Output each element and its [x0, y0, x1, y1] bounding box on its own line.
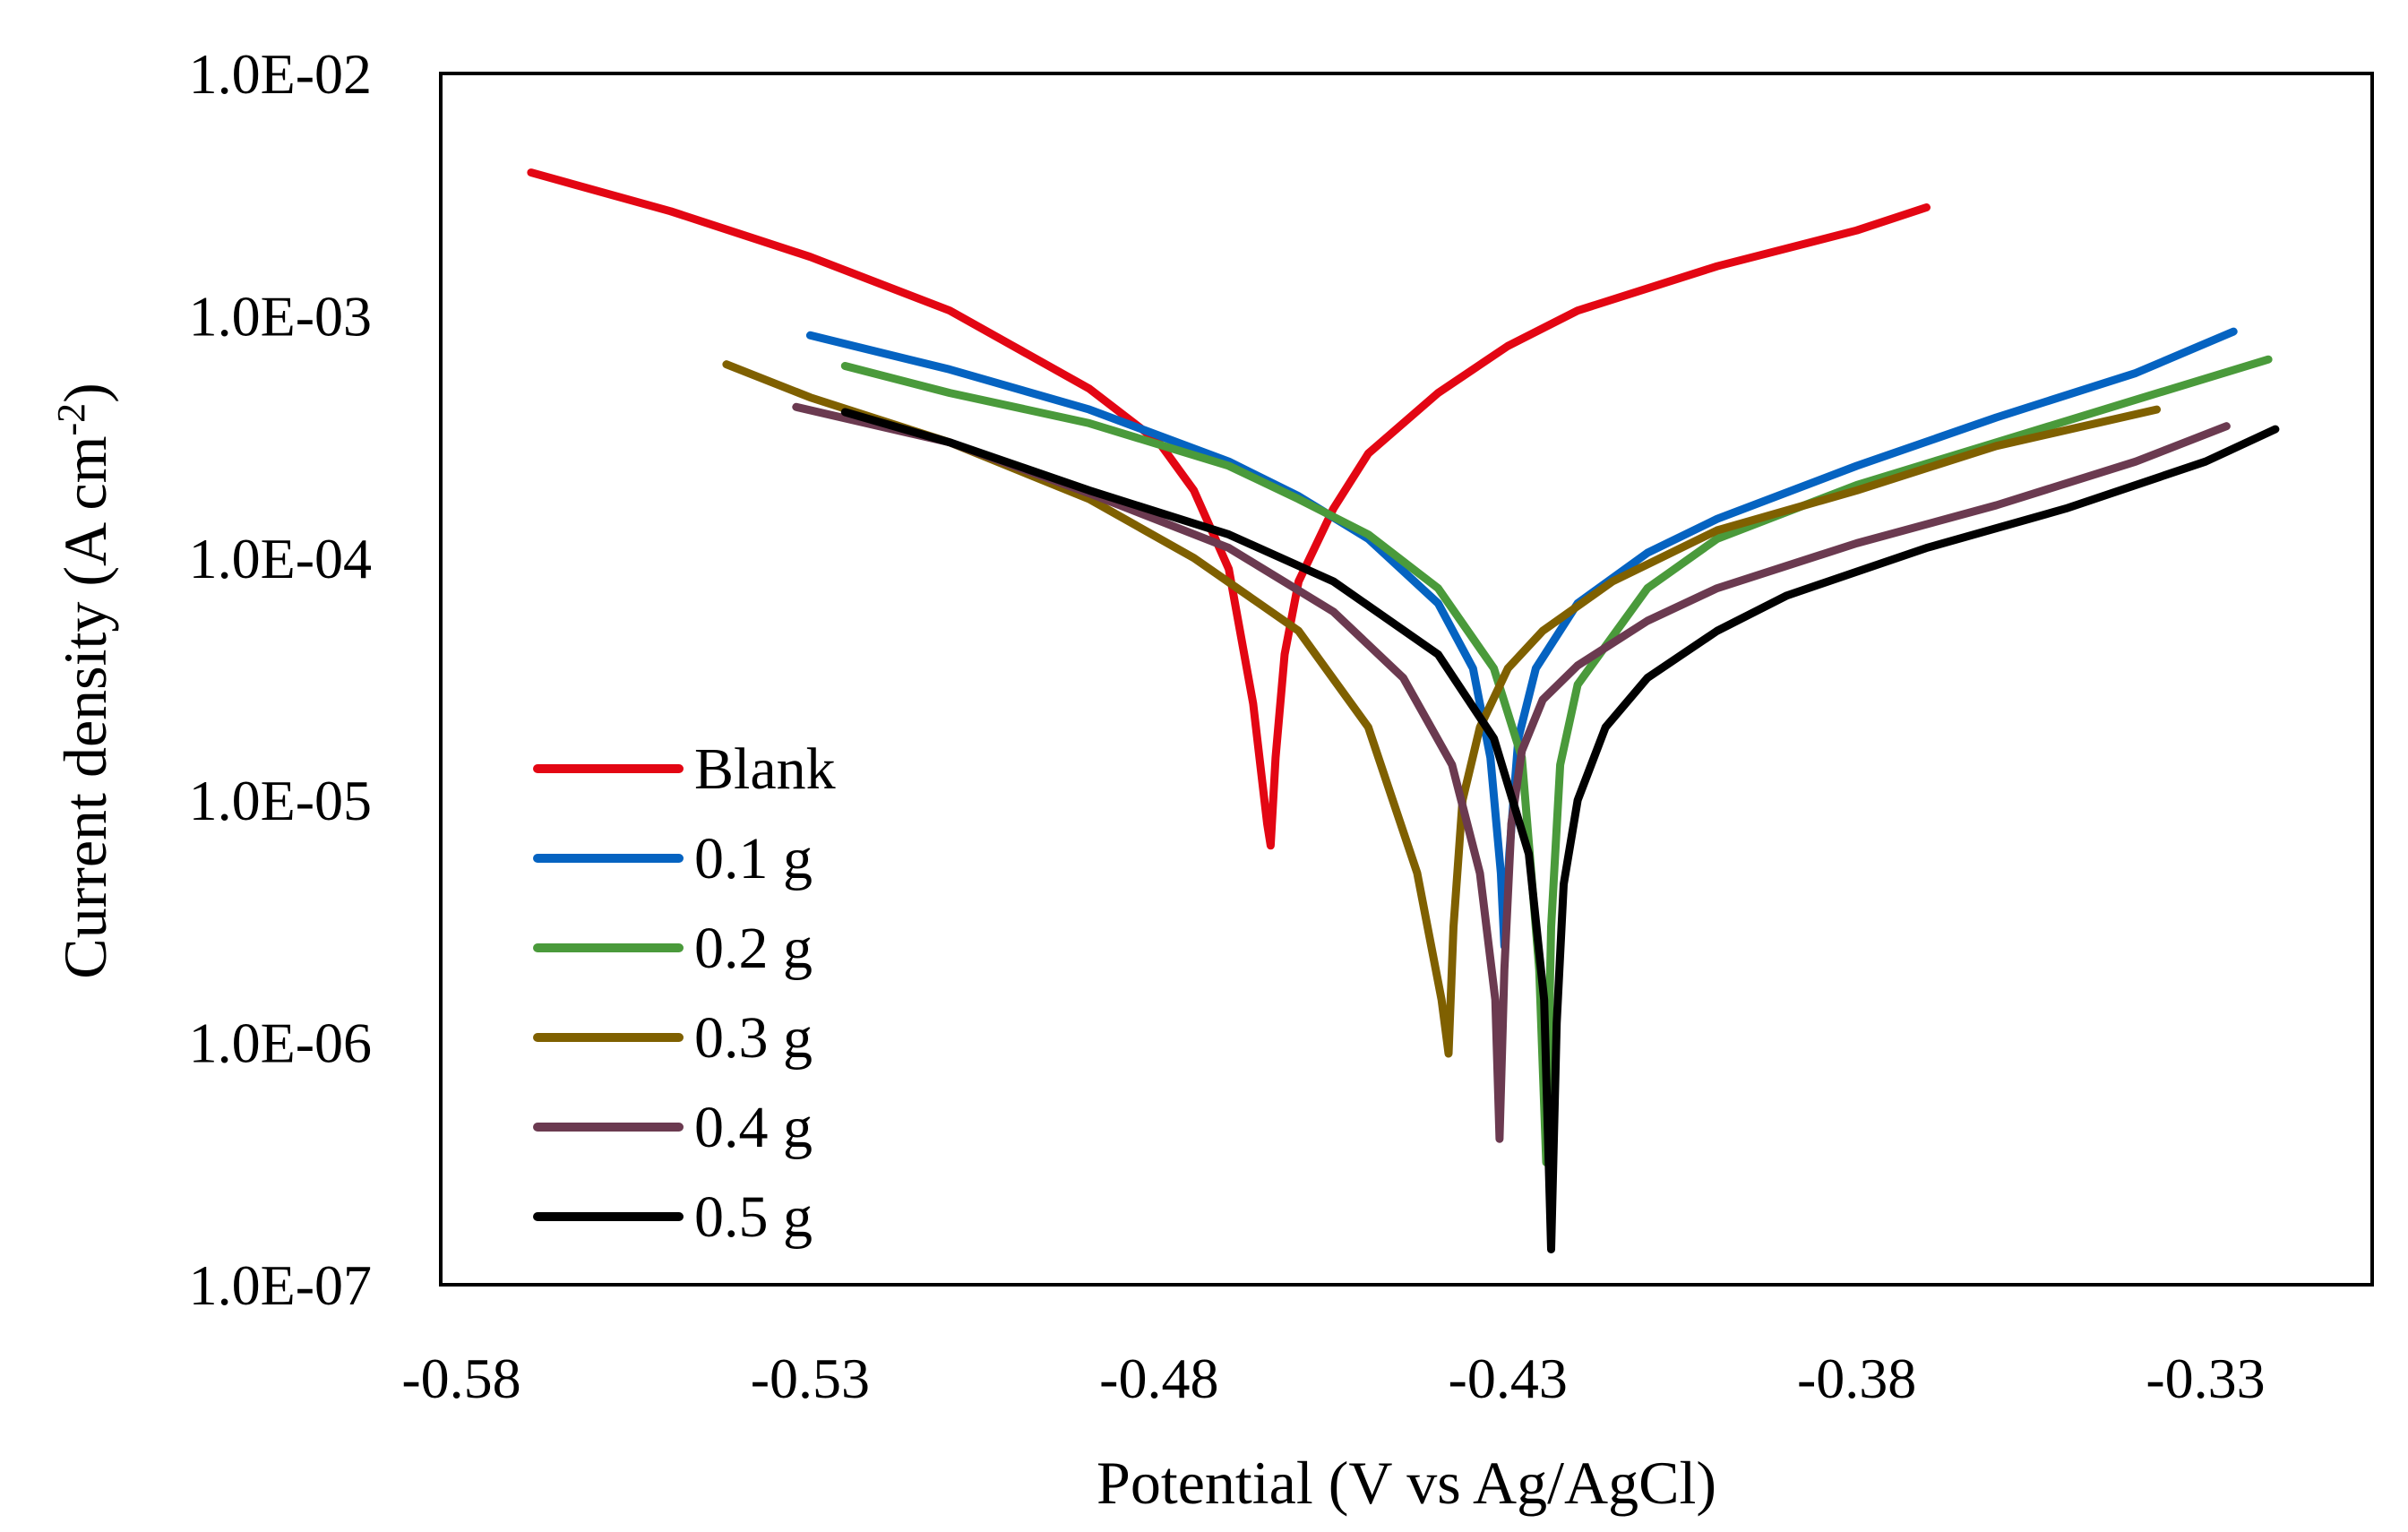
y-axis-title-superscript: -2	[49, 403, 93, 436]
y-axis-title-close: )	[51, 383, 119, 403]
legend: Blank 0.1 g 0.2 g 0.3 g 0.4 g 0.5 g	[533, 736, 836, 1250]
y-tick-labels: 1.0E-02 1.0E-03 1.0E-04 1.0E-05 1.0E-06 1.0E-…	[189, 42, 372, 1317]
series-line-blank	[527, 168, 1931, 850]
legend-label: 0.2 g	[694, 916, 813, 981]
series-line-0-5-g	[840, 408, 2280, 1253]
x-axis-title: Potential (V vs Ag/AgCl)	[1096, 1449, 1716, 1517]
series-layer	[527, 168, 2280, 1253]
y-tick-label: 1.0E-03	[189, 284, 372, 348]
x-tick-label: -0.53	[751, 1347, 870, 1410]
x-tick-labels: -0.58 -0.53 -0.48 -0.43 -0.38 -0.33	[401, 1347, 2265, 1410]
x-tick-label: -0.48	[1099, 1347, 1218, 1410]
y-tick-label: 1.0E-04	[189, 527, 372, 590]
x-tick-label: -0.33	[2146, 1347, 2265, 1410]
y-tick-label: 1.0E-06	[189, 1011, 372, 1075]
x-tick-label: -0.38	[1797, 1347, 1916, 1410]
legend-label: 0.4 g	[694, 1095, 813, 1160]
y-axis-title: Current density (A cm-2)	[49, 383, 120, 979]
y-tick-label: 1.0E-07	[189, 1253, 372, 1317]
x-tick-label: -0.43	[1449, 1347, 1568, 1410]
y-axis-title-main: Current density (A cm	[51, 436, 119, 979]
y-tick-label: 1.0E-05	[189, 769, 372, 832]
x-tick-label: -0.58	[401, 1347, 520, 1410]
legend-label: Blank	[694, 736, 836, 802]
plot-area-frame	[439, 72, 2374, 1287]
legend-label: 0.5 g	[694, 1184, 813, 1250]
series-line-0-3-g	[722, 360, 2161, 1058]
legend-label: 0.1 g	[694, 826, 813, 891]
legend-label: 0.3 g	[694, 1005, 813, 1071]
y-tick-label: 1.0E-02	[189, 42, 372, 106]
series-line-0-4-g	[792, 402, 2231, 1143]
